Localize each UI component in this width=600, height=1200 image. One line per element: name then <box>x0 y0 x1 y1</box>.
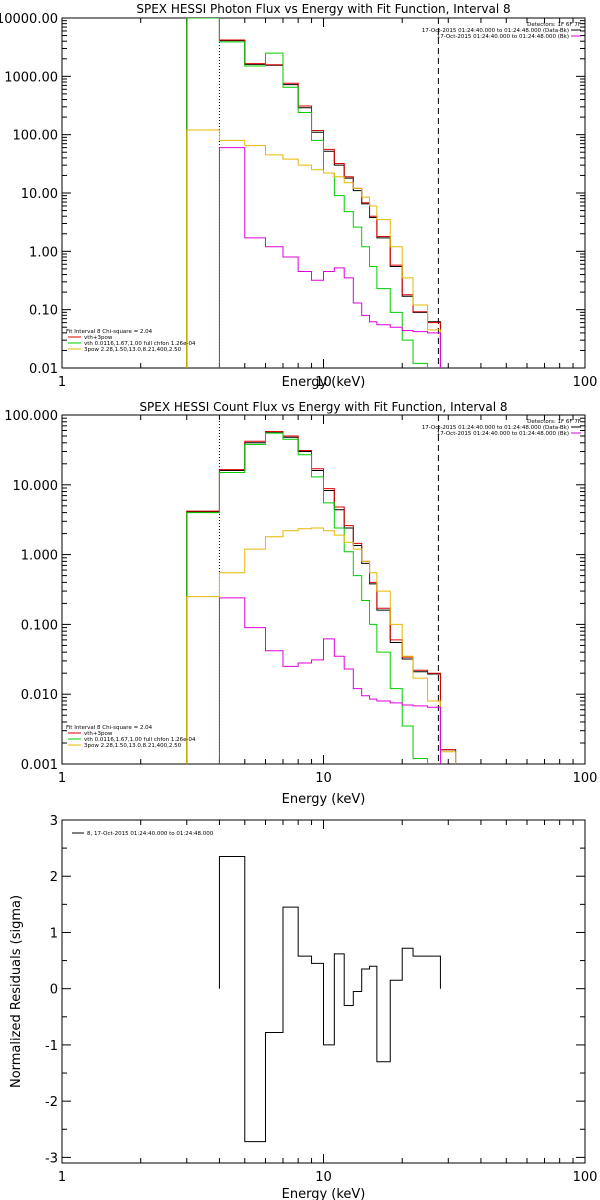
plot-frame <box>61 414 586 765</box>
plot-frame <box>61 17 586 369</box>
series-line-bk <box>218 147 441 368</box>
series-line-vth <box>186 18 429 368</box>
series-line-8-17-oct-2015-01-24-40-000-to-01-24-48-000 <box>218 856 441 1143</box>
y-tick-label: 100.000 <box>4 409 58 424</box>
y-tick-label: 1 <box>50 926 58 941</box>
y-tick-label: 1.00 <box>29 245 58 260</box>
header-line: 17-Oct-2015 01:24:40.000 to 01:24:48.000… <box>437 431 569 437</box>
x-axis-label: Energy (keV) <box>282 375 366 390</box>
chart-panel-1: SPEX HESSI Photon Flux vs Energy with Fi… <box>0 2 598 390</box>
y-tick-label: 0.010 <box>21 688 58 703</box>
x-tick-label: 1 <box>58 1170 66 1185</box>
x-tick-label: 10 <box>315 375 332 390</box>
header-line: Detectors: 1F 6F 7F <box>527 22 581 28</box>
y-tick-label: 1.000 <box>21 549 58 564</box>
x-axis-label: Energy (keV) <box>282 1187 366 1200</box>
y-tick-label: -1 <box>45 1039 58 1054</box>
x-tick-label: 100 <box>573 771 598 786</box>
y-tick-label: 10.000 <box>13 479 59 494</box>
y-tick-label: 0 <box>50 983 58 998</box>
legend-label: 8, 17-Oct-2015 01:24:40.000 to 01:24:48.… <box>87 831 214 837</box>
x-tick-label: 10 <box>315 771 332 786</box>
x-tick-label: 1 <box>58 375 66 390</box>
series-line-3pow <box>186 129 441 368</box>
y-tick-label: 0.001 <box>21 758 58 773</box>
fit-legend-line: 3pow 2.28,1.50,13.0,8.21,400,2.50 <box>84 347 182 353</box>
y-tick-label: -2 <box>45 1095 58 1110</box>
series-group <box>218 856 441 1143</box>
x-tick-label: 100 <box>573 1170 598 1185</box>
chart-title: SPEX HESSI Count Flux vs Energy with Fit… <box>139 400 507 414</box>
y-tick-label: -3 <box>45 1151 58 1166</box>
header-line: 17-Oct-2015 01:24:40.000 to 01:24:48.000… <box>422 28 569 34</box>
x-tick-label: 100 <box>573 375 598 390</box>
fit-legend-line: Fit Interval 8 Chi-square = 2.04 <box>66 329 153 335</box>
x-tick-label: 1 <box>58 771 66 786</box>
chart-panel-2: SPEX HESSI Count Flux vs Energy with Fit… <box>4 400 598 807</box>
y-tick-label: 3 <box>50 814 58 829</box>
chart-panel-3: 1 10 100 -3 -2 -1 0 1 2 3 Energy (keV) Normalized R… <box>9 814 597 1200</box>
y-tick-label: 100.00 <box>13 129 59 144</box>
fit-legend-line: vth 0.0116,1.67,1.00 full chfon 1.26e-04 <box>84 341 196 347</box>
fit-legend-line: vth+3pow <box>84 335 113 341</box>
y-tick-label: 2 <box>50 870 58 885</box>
header-line: Detectors: 1F 6F 7F <box>527 419 581 425</box>
series-line-vth-3pow <box>186 431 457 764</box>
y-tick-label: 10000.00 <box>0 12 58 27</box>
series-line-vth-3pow <box>186 18 441 368</box>
y-axis-label: Normalized Residuals (sigma) <box>9 895 24 1088</box>
y-tick-label: 0.01 <box>29 362 58 377</box>
y-tick-label: 0.10 <box>29 304 58 319</box>
series-line-data-bk <box>186 431 457 764</box>
fit-legend-line: vth+3pow <box>84 731 113 737</box>
x-axis-label: Energy (keV) <box>282 792 366 807</box>
fit-legend-line: vth 0.0116,1.67,1.00 full chfon 1.26e-04 <box>84 737 196 743</box>
x-tick-label: 10 <box>315 1170 332 1185</box>
header-line: 17-Oct-2015 01:24:40.000 to 01:24:48.000… <box>437 34 569 40</box>
y-tick-label: 0.100 <box>21 618 58 633</box>
series-line-bk <box>218 597 441 764</box>
fit-legend-line: 3pow 2.28,1.50,13.0,8.21,400,2.50 <box>84 743 182 749</box>
y-tick-label: 1000.00 <box>4 70 58 85</box>
series-line-3pow <box>186 527 457 764</box>
y-tick-label: 10.00 <box>21 187 58 202</box>
series-group <box>186 18 441 368</box>
chart-title: SPEX HESSI Photon Flux vs Energy with Fi… <box>136 2 510 16</box>
series-line-vth <box>186 432 429 764</box>
series-line-data-bk <box>186 18 441 368</box>
fit-legend-line: Fit Interval 8 Chi-square = 2.04 <box>66 725 153 731</box>
header-line: 17-Oct-2015 01:24:40.000 to 01:24:48.000… <box>422 425 569 431</box>
series-group <box>186 431 457 764</box>
